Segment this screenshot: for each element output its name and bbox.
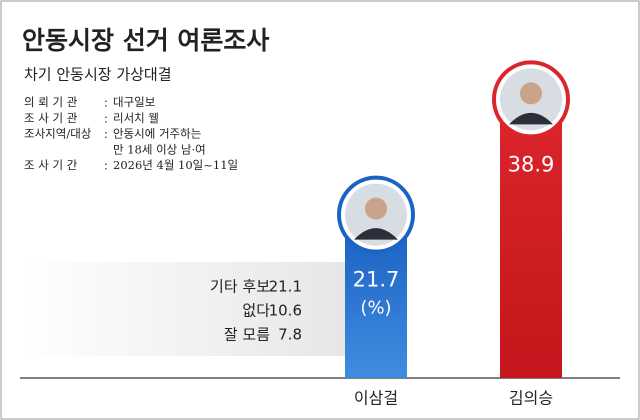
others-name: 기타 후보 [210,278,270,296]
info-separator: : [104,111,108,125]
photo-head [365,197,387,220]
info-separator: : [104,96,108,110]
value-label: 38.9 [508,152,555,176]
info-separator: : [104,127,108,141]
info-value: 대구일보 [113,95,155,109]
chart-title: 안동시장 선거 여론조사 [22,26,269,55]
photo-body [509,112,553,125]
info-label: 조 사 기 관 [24,111,78,125]
bar [345,232,407,378]
info-label: 조사지역/대상 [24,127,92,141]
others-value: 21.1 [269,278,302,296]
info-label: 의 뢰 기 관 [24,95,78,109]
chart-subtitle: 차기 안동시장 가상대결 [24,66,172,84]
info-value: 안동시에 거주하는 [113,127,201,141]
others-value: 10.6 [269,302,302,320]
others-name: 잘 모름 [224,326,270,344]
photo-head [520,82,542,105]
others-name: 없다 [242,302,270,320]
info-separator: : [104,159,108,173]
x-tick-label: 이삼걸 [354,389,398,408]
bar [500,117,562,379]
photo-body [354,228,398,240]
unit-label: (%) [360,298,391,319]
info-value: 리서치 웰 [113,111,159,125]
others-value: 7.8 [278,326,302,344]
x-tick-label: 김의승 [509,389,553,408]
others-band [20,262,350,356]
value-label: 21.7 [353,268,400,292]
info-value: 2026년 4월 10일~11일 [113,158,238,172]
info-label: 조 사 기 간 [24,158,78,172]
info-value: 만 18세 이상 남·여 [113,142,206,156]
